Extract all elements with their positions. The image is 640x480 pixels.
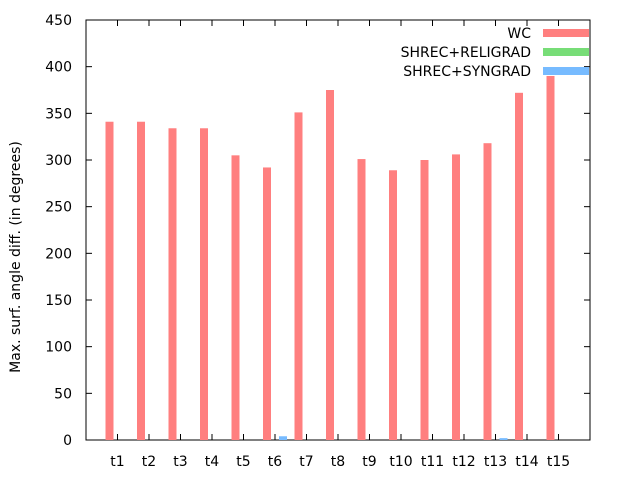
x-tick-label-t6: t6 bbox=[268, 454, 282, 470]
x-tick-label-t10: t10 bbox=[389, 454, 412, 470]
bar-shrec-syngrad-t13 bbox=[499, 438, 508, 440]
bar-wc-t8 bbox=[326, 90, 334, 440]
x-tick-label-t4: t4 bbox=[205, 454, 219, 470]
y-tick-label-50: 50 bbox=[54, 386, 72, 402]
x-tick-label-t14: t14 bbox=[515, 454, 538, 470]
x-tick-label-t3: t3 bbox=[173, 454, 187, 470]
bar-wc-t9 bbox=[357, 159, 366, 441]
plot-frame bbox=[85, 19, 591, 441]
x-tick-label-t11: t11 bbox=[421, 454, 444, 470]
y-tick-label-100: 100 bbox=[45, 340, 72, 356]
bar-wc-t2 bbox=[137, 121, 145, 440]
bar-wc-t1 bbox=[105, 121, 114, 440]
x-tick-label-t8: t8 bbox=[331, 454, 345, 470]
bar-wc-t11 bbox=[420, 160, 429, 440]
y-tick-label-450: 450 bbox=[45, 13, 72, 29]
y-tick-label-300: 300 bbox=[45, 153, 72, 169]
x-tick-label-t9: t9 bbox=[362, 454, 376, 470]
bar-wc-t4 bbox=[200, 128, 208, 440]
y-axis-label: Max. surf. angle diff. (in degrees) bbox=[8, 141, 24, 373]
y-tick-label-250: 250 bbox=[45, 200, 72, 216]
bar-wc-t6 bbox=[263, 167, 271, 440]
legend-label-shrec-syngrad: SHREC+SYNGRAD bbox=[403, 64, 531, 80]
bar-wc-t7 bbox=[294, 112, 303, 441]
y-tick-label-150: 150 bbox=[45, 293, 72, 309]
x-tick-label-t13: t13 bbox=[484, 454, 507, 470]
bars-group bbox=[105, 76, 555, 441]
bar-shrec-syngrad-t6 bbox=[279, 436, 287, 440]
legend-swatch-shrec-syngrad bbox=[543, 67, 589, 75]
y-tick-label-350: 350 bbox=[45, 106, 72, 122]
bar-wc-t12 bbox=[452, 154, 460, 440]
bar-wc-t15 bbox=[546, 76, 555, 440]
x-tick-label-t2: t2 bbox=[142, 454, 156, 470]
x-tick-label-t7: t7 bbox=[299, 454, 313, 470]
x-axis-ticks: t1 t2 t3 t4 t5 t6 t7 t8 t9 t10 t11 t12 t13 t14 t15 bbox=[110, 20, 570, 470]
y-axis-ticks: 0 50 100 150 200 250 300 350 400 450 bbox=[45, 13, 590, 449]
bar-wc-t5 bbox=[231, 155, 240, 441]
bar-wc-t14 bbox=[515, 92, 523, 441]
bar-wc-t13 bbox=[483, 143, 492, 440]
y-tick-label-200: 200 bbox=[45, 246, 72, 262]
legend-swatch-shrec-religrad bbox=[543, 48, 589, 56]
x-tick-label-t15: t15 bbox=[547, 454, 570, 470]
legend-swatch-wc bbox=[543, 29, 589, 37]
y-tick-label-0: 0 bbox=[63, 433, 72, 449]
plot-border bbox=[85, 19, 591, 441]
legend: WC SHREC+RELIGRAD SHREC+SYNGRAD bbox=[401, 26, 589, 80]
x-tick-label-t1: t1 bbox=[110, 454, 124, 470]
bar-wc-t10 bbox=[389, 170, 397, 440]
x-tick-label-t12: t12 bbox=[452, 454, 475, 470]
bar-wc-t3 bbox=[168, 128, 177, 440]
legend-label-shrec-religrad: SHREC+RELIGRAD bbox=[401, 45, 531, 61]
y-tick-label-400: 400 bbox=[45, 60, 72, 76]
legend-label-wc: WC bbox=[507, 26, 531, 42]
x-tick-label-t5: t5 bbox=[236, 454, 250, 470]
